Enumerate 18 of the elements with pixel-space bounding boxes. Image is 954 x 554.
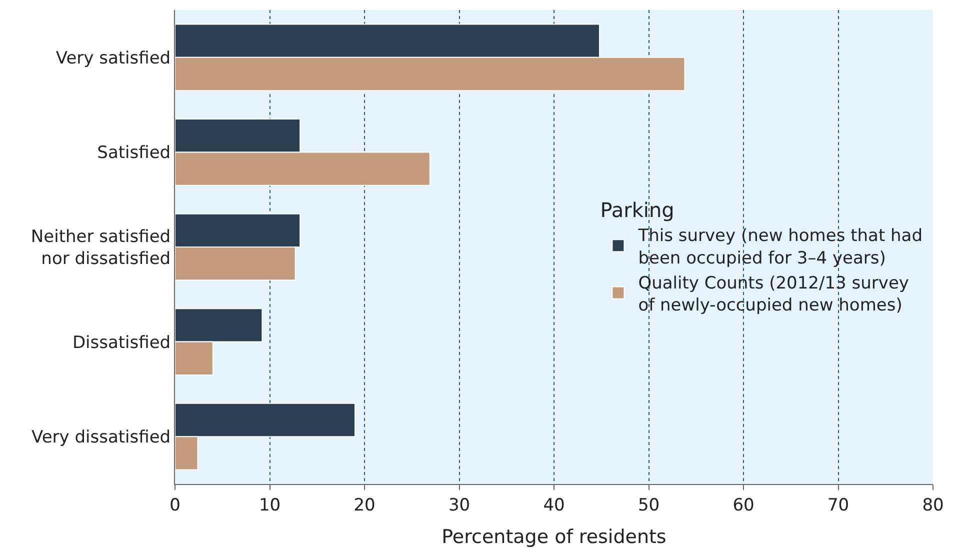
x-tick-label: 0: [170, 495, 180, 516]
y-tick-label: Neither satisfied nor dissatisfied: [30, 226, 171, 269]
y-tick-label: Dissatisfied: [72, 332, 171, 353]
x-tick-label: 80: [922, 495, 944, 516]
x-tick-label: 70: [827, 495, 850, 516]
x-axis-title: Percentage of residents: [442, 526, 666, 548]
legend-title: Parking: [600, 198, 674, 222]
x-tick-label: 30: [448, 495, 470, 516]
y-tick-label: Very satisfied: [56, 48, 171, 68]
x-tick-label: 40: [543, 495, 565, 516]
y-tick-label: Satisfied: [97, 143, 171, 164]
x-tick-label: 10: [258, 495, 281, 516]
x-tick-label: 60: [732, 495, 754, 516]
x-tick-label: 20: [354, 495, 376, 516]
x-tick-label: 50: [638, 495, 660, 516]
legend-label: Quality Counts (2012/13 survey of newly-occupied new homes): [638, 273, 909, 316]
y-tick-label: Very dissatisfied: [32, 428, 171, 448]
legend-label: This survey (new homes that had been occupied for 3–4 years): [637, 226, 923, 268]
